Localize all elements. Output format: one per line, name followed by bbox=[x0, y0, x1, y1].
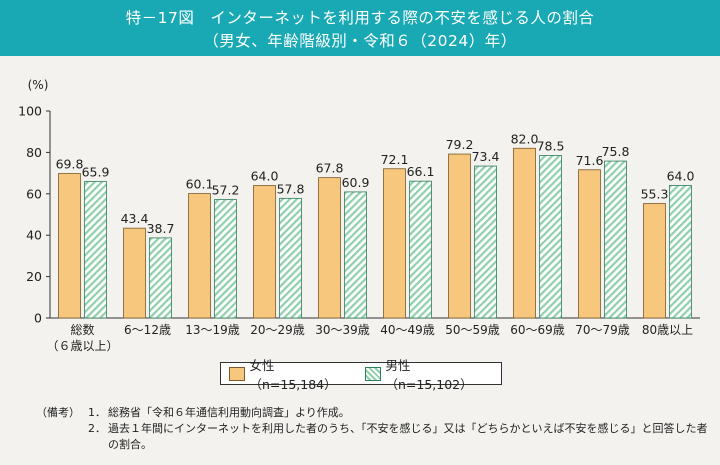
bar-female bbox=[513, 147, 536, 319]
data-label: 65.9 bbox=[82, 165, 110, 180]
note-number: 2． bbox=[88, 422, 106, 435]
data-label: 55.3 bbox=[641, 187, 669, 202]
x-tick-label: 6～12歳 bbox=[124, 323, 171, 337]
bar-female bbox=[318, 177, 341, 319]
legend-label-female: 女性（n=15,184） bbox=[249, 357, 337, 392]
data-label: 57.2 bbox=[212, 183, 240, 198]
x-tick-label: 60～69歳 bbox=[510, 323, 565, 337]
data-label: 71.6 bbox=[576, 153, 604, 168]
y-tick-label: 20 bbox=[26, 269, 42, 284]
bar-male bbox=[474, 165, 497, 319]
data-label: 43.4 bbox=[121, 211, 149, 226]
bar-female bbox=[123, 227, 146, 319]
note-row-1: （備考） 1． 総務省「令和６年通信利用動向調査」より作成。 bbox=[36, 405, 708, 421]
legend-item-male: 男性（n=15,102） bbox=[365, 355, 487, 393]
bar-chart: (%) 0 20 40 60 80 100 69.865.9 総数 （６歳以上） 43.438.7 6… bbox=[18, 78, 700, 353]
data-label: 60.1 bbox=[186, 177, 214, 192]
x-tick-label: 30～39歳 bbox=[315, 323, 370, 337]
data-label: 78.5 bbox=[537, 139, 565, 154]
data-label: 75.8 bbox=[602, 144, 630, 159]
y-tick-label: 0 bbox=[34, 311, 42, 326]
x-tick-label: 総数 bbox=[70, 322, 94, 337]
data-label: 38.7 bbox=[147, 221, 175, 236]
data-label: 72.1 bbox=[381, 152, 409, 167]
data-label: 64.0 bbox=[667, 169, 695, 184]
y-tick-label: 100 bbox=[18, 104, 42, 119]
x-tick-sublabel: （６歳以上） bbox=[46, 339, 118, 353]
bar-male bbox=[149, 237, 172, 319]
note-row-2: 2． 過去１年間にインターネットを利用した者のうち、「不安を感じる」又は「どちら… bbox=[36, 421, 708, 453]
x-tick-label: 40～49歳 bbox=[380, 323, 435, 337]
bar-female bbox=[383, 168, 406, 319]
chart-title: 特－17図 インターネットを利用する際の不安を感じる人の割合 bbox=[125, 9, 595, 27]
bar-male bbox=[84, 181, 107, 319]
legend-label-male: 男性（n=15,102） bbox=[385, 357, 473, 392]
bar-female bbox=[253, 185, 276, 319]
bar-male bbox=[279, 197, 302, 319]
bar-female bbox=[448, 153, 471, 319]
data-label: 66.1 bbox=[407, 164, 435, 179]
notes: （備考） 1． 総務省「令和６年通信利用動向調査」より作成。 2． 過去１年間に… bbox=[36, 405, 708, 453]
bar-male bbox=[409, 180, 432, 319]
data-label: 69.8 bbox=[56, 157, 84, 172]
y-tick-label: 40 bbox=[26, 228, 42, 243]
bar-male bbox=[604, 160, 627, 319]
bar-female bbox=[643, 203, 666, 319]
note-text: 過去１年間にインターネットを利用した者のうち、「不安を感じる」又は「どちらかとい… bbox=[108, 422, 708, 451]
bar-female bbox=[578, 169, 601, 319]
bar-male bbox=[539, 155, 562, 319]
data-label: 57.8 bbox=[277, 181, 305, 196]
data-label: 73.4 bbox=[472, 149, 500, 164]
legend-item-female: 女性（n=15,184） bbox=[229, 355, 351, 393]
bar-female bbox=[58, 173, 81, 319]
x-tick-label: 20～29歳 bbox=[250, 323, 305, 337]
bar-male bbox=[669, 185, 692, 319]
x-tick-label: 13～19歳 bbox=[185, 323, 240, 337]
x-tick-label: 50～59歳 bbox=[445, 323, 500, 337]
bar-female bbox=[188, 193, 211, 319]
bar-male bbox=[344, 191, 367, 319]
title-bar: 特－17図 インターネットを利用する際の不安を感じる人の割合 （男女、年齢階級別… bbox=[0, 0, 720, 56]
legend: 女性（n=15,184） 男性（n=15,102） bbox=[220, 358, 502, 392]
notes-prefix: （備考） bbox=[36, 406, 80, 419]
data-label: 67.8 bbox=[316, 161, 344, 176]
data-label: 60.9 bbox=[342, 175, 370, 190]
x-tick-label: 80歳以上 bbox=[642, 323, 693, 337]
x-tick-label: 70～79歳 bbox=[575, 323, 630, 337]
data-label: 79.2 bbox=[446, 137, 474, 152]
y-tick-label: 80 bbox=[26, 145, 42, 160]
y-axis-label: (%) bbox=[28, 78, 49, 92]
note-text: 総務省「令和６年通信利用動向調査」より作成。 bbox=[108, 406, 350, 419]
note-number: 1． bbox=[88, 406, 106, 419]
chart-subtitle: （男女、年齢階級別・令和６（2024）年） bbox=[203, 32, 517, 50]
legend-swatch-male bbox=[365, 366, 382, 381]
legend-swatch-female bbox=[229, 366, 246, 381]
y-tick-label: 60 bbox=[26, 186, 42, 201]
bar-male bbox=[214, 199, 237, 319]
data-label: 64.0 bbox=[251, 169, 279, 184]
data-label: 82.0 bbox=[511, 131, 539, 146]
